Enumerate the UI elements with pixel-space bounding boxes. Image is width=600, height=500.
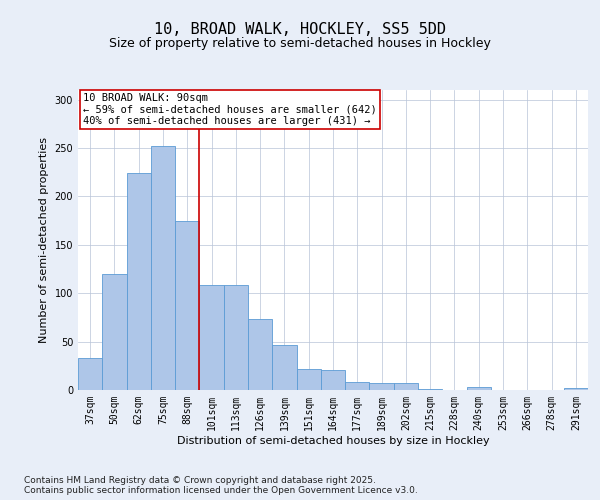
- Bar: [78, 358, 102, 390]
- Bar: [272, 346, 296, 390]
- Bar: [224, 284, 248, 390]
- Bar: [175, 220, 199, 390]
- Bar: [345, 382, 370, 390]
- Text: Contains HM Land Registry data © Crown copyright and database right 2025.
Contai: Contains HM Land Registry data © Crown c…: [24, 476, 418, 495]
- Bar: [418, 389, 442, 390]
- Bar: [370, 383, 394, 390]
- Text: Size of property relative to semi-detached houses in Hockley: Size of property relative to semi-detach…: [109, 38, 491, 51]
- Bar: [467, 387, 491, 390]
- X-axis label: Distribution of semi-detached houses by size in Hockley: Distribution of semi-detached houses by …: [176, 436, 490, 446]
- Bar: [296, 368, 321, 390]
- Bar: [102, 274, 127, 390]
- Bar: [394, 383, 418, 390]
- Text: 10, BROAD WALK, HOCKLEY, SS5 5DD: 10, BROAD WALK, HOCKLEY, SS5 5DD: [154, 22, 446, 38]
- Bar: [248, 320, 272, 390]
- Bar: [321, 370, 345, 390]
- Bar: [127, 173, 151, 390]
- Text: 10 BROAD WALK: 90sqm
← 59% of semi-detached houses are smaller (642)
40% of semi: 10 BROAD WALK: 90sqm ← 59% of semi-detac…: [83, 93, 377, 126]
- Bar: [564, 388, 588, 390]
- Bar: [151, 146, 175, 390]
- Bar: [199, 284, 224, 390]
- Y-axis label: Number of semi-detached properties: Number of semi-detached properties: [39, 137, 49, 343]
